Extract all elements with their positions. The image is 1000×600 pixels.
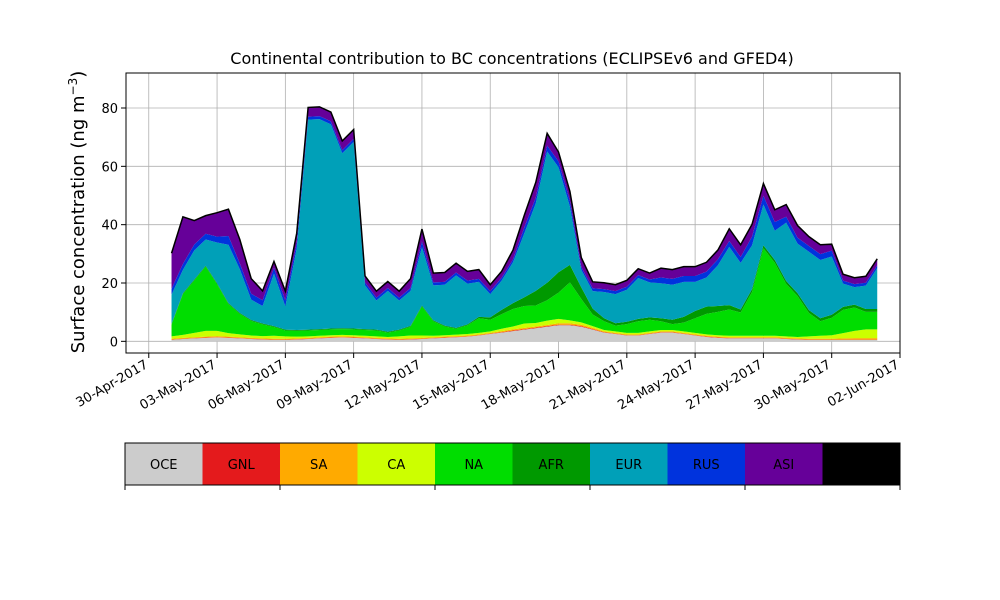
legend-swatch-sa (280, 443, 358, 485)
legend-label-afr: AFR (539, 458, 564, 473)
legend-frame (124, 442, 901, 486)
y-axis-label-main: Surface concentration (ng m (68, 95, 89, 353)
legend-swatch-ca (357, 443, 435, 485)
x-tick-label: 21-May-2017 (547, 357, 629, 413)
legend-swatch-rus (667, 443, 745, 485)
legend-colorbar: OCE GNL SA CA NA AFR EUR RUS ASI AUS (124, 442, 901, 490)
area-sa (171, 323, 878, 340)
legend-label-ca: CA (387, 458, 405, 473)
area-oce (171, 325, 878, 342)
x-tick-label: 24-May-2017 (615, 357, 697, 413)
legend-label-sa: SA (310, 458, 327, 473)
area-eur (171, 119, 878, 332)
y-tick-label: 40 (101, 219, 118, 234)
legend-swatch-asi (745, 443, 823, 485)
legend-swatch-na (435, 443, 513, 485)
area-ca (171, 318, 878, 339)
legend-label-aus: AUS (848, 458, 875, 473)
legend-label-oce: OCE (150, 458, 178, 473)
chart-title: Continental contribution to BC concentra… (230, 49, 793, 68)
legend-swatch-eur (590, 443, 668, 485)
legend-swatch-afr (512, 443, 590, 485)
legend-swatch-aus (822, 443, 900, 485)
y-tick-label: 20 (101, 277, 118, 292)
x-tick-label: 30-May-2017 (752, 357, 834, 413)
x-tick-label: 03-May-2017 (137, 357, 219, 413)
legend-label-asi: ASI (773, 458, 794, 473)
legend-swatch-gnl (202, 443, 280, 485)
legend-swatch-oce (125, 443, 203, 485)
plot-frame (125, 72, 901, 354)
x-tick-label: 12-May-2017 (342, 357, 424, 413)
area-gnl (171, 324, 878, 340)
y-axis-label: Surface concentration (ng m−3) (66, 71, 89, 354)
legend-label-na: NA (464, 458, 483, 473)
x-tick-label: 09-May-2017 (274, 357, 356, 413)
x-tick-label: 02-Jun-2017 (825, 357, 902, 410)
total-line (170, 106, 878, 294)
y-tick-label: 80 (101, 102, 118, 117)
y-tick-label: 60 (101, 160, 118, 175)
x-tick-label: 27-May-2017 (684, 357, 766, 413)
stacked-areas (170, 106, 878, 342)
legend-label-gnl: GNL (228, 458, 256, 473)
y-axis-label-close: ) (68, 71, 89, 78)
x-tick-label: 06-May-2017 (206, 357, 288, 413)
x-tick-label: 18-May-2017 (479, 357, 561, 413)
y-tick-label: 0 (110, 335, 118, 350)
area-na (171, 248, 878, 337)
area-afr (171, 245, 878, 333)
y-axis-label-sup: −3 (66, 78, 80, 96)
legend-label-eur: EUR (615, 458, 642, 473)
x-tick-label: 15-May-2017 (411, 357, 493, 413)
legend-label-rus: RUS (693, 458, 720, 473)
